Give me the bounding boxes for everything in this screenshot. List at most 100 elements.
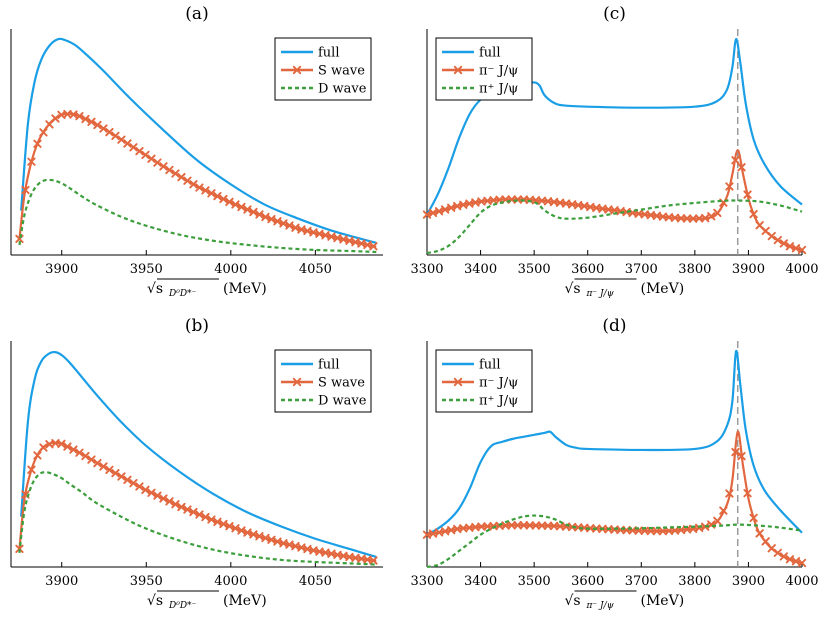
series-line-secondary bbox=[18, 178, 377, 254]
x-tick-label: 3800 bbox=[678, 574, 711, 589]
series-marker bbox=[267, 535, 276, 544]
series-marker bbox=[507, 521, 516, 530]
series-marker bbox=[755, 529, 764, 538]
legend-label: D wave bbox=[318, 82, 367, 97]
series-marker bbox=[797, 558, 807, 568]
series-marker bbox=[243, 205, 252, 214]
series-marker bbox=[99, 462, 108, 471]
legend: full π⁻ J/ψ π⁺ J/ψ bbox=[435, 37, 533, 101]
legend-swatch-marker bbox=[292, 65, 302, 75]
legend: full π⁻ J/ψ π⁺ J/ψ bbox=[435, 349, 533, 413]
series-marker bbox=[713, 208, 722, 218]
series-line-primary bbox=[426, 430, 803, 565]
x-axis-label: √s D⁰D*⁻ (MeV) bbox=[147, 278, 267, 299]
series-line-full bbox=[20, 350, 377, 558]
series-marker bbox=[785, 242, 795, 251]
series-marker bbox=[737, 163, 746, 172]
series-marker bbox=[568, 522, 577, 532]
series-marker bbox=[489, 521, 498, 531]
series-marker bbox=[767, 231, 776, 241]
series-marker bbox=[159, 494, 168, 503]
series-marker bbox=[785, 555, 795, 564]
legend-swatch-marker bbox=[292, 377, 302, 387]
series-marker bbox=[111, 469, 120, 478]
series-marker bbox=[21, 185, 30, 195]
series-marker bbox=[39, 443, 48, 452]
panel-a: (a) 3900 3950 4000 4050 √s D⁰D*⁻ (MeV) full S wav… bbox=[10, 4, 383, 299]
series-marker bbox=[773, 548, 782, 557]
series-marker bbox=[725, 182, 734, 191]
series-marker bbox=[707, 212, 716, 221]
series-marker bbox=[27, 465, 36, 474]
series-marker bbox=[135, 146, 144, 156]
x-tick-label: 3700 bbox=[625, 574, 658, 589]
series-marker bbox=[135, 482, 144, 491]
legend-label: π⁻ J/ψ bbox=[479, 64, 518, 79]
x-axis-label-main: √s bbox=[147, 281, 163, 297]
series-marker bbox=[171, 169, 180, 178]
series-marker bbox=[773, 235, 782, 245]
series-line-full bbox=[426, 37, 803, 216]
series-marker bbox=[183, 176, 192, 185]
series-marker bbox=[207, 189, 216, 198]
series-marker bbox=[243, 528, 252, 537]
series-marker bbox=[165, 497, 174, 506]
series-marker bbox=[440, 205, 450, 214]
series-marker bbox=[586, 524, 595, 533]
panel-d: (d) 3300 3400 3500 3600 3700 3800 3900 4000 √s π⁻ … bbox=[410, 316, 818, 611]
series-marker bbox=[255, 532, 264, 541]
series-marker bbox=[213, 192, 222, 201]
x-axis-label-subscript: D⁰D*⁻ bbox=[168, 601, 197, 611]
series-marker bbox=[279, 219, 288, 228]
series-marker bbox=[141, 150, 150, 160]
series-marker bbox=[201, 512, 210, 522]
series-marker bbox=[719, 506, 728, 515]
series-marker bbox=[195, 183, 204, 192]
series-marker bbox=[105, 465, 114, 474]
legend-label: π⁻ J/ψ bbox=[479, 376, 518, 391]
series-marker bbox=[177, 502, 186, 512]
series-marker bbox=[767, 544, 776, 553]
panel-b: (b) 3900 3950 4000 4050 √s D⁰D*⁻ (MeV) full S wav… bbox=[10, 316, 383, 611]
legend-label: full bbox=[318, 46, 340, 61]
series-marker bbox=[688, 214, 698, 223]
series-marker bbox=[195, 510, 204, 519]
series-marker bbox=[237, 526, 246, 535]
x-tick-label: 4000 bbox=[785, 262, 818, 277]
series-marker bbox=[147, 154, 156, 163]
series-marker bbox=[664, 526, 674, 535]
series-marker bbox=[261, 533, 270, 543]
series-marker bbox=[731, 156, 740, 165]
series-marker bbox=[797, 245, 807, 255]
series-marker bbox=[147, 488, 156, 497]
series-marker bbox=[81, 114, 90, 124]
x-axis-label: √s π⁻ J/ψ (MeV) bbox=[565, 278, 684, 299]
series-marker bbox=[117, 135, 126, 144]
series-marker bbox=[177, 172, 186, 182]
series-marker bbox=[27, 157, 36, 166]
series-marker bbox=[261, 212, 270, 222]
series-marker bbox=[33, 139, 42, 148]
series-marker bbox=[111, 131, 120, 140]
legend-label: full bbox=[479, 46, 501, 61]
x-tick-label: 3800 bbox=[678, 262, 711, 277]
series-marker bbox=[285, 221, 294, 230]
series-marker bbox=[369, 556, 378, 565]
series-marker bbox=[682, 214, 692, 223]
series-marker bbox=[743, 190, 752, 199]
x-axis-label: √s π⁻ J/ψ (MeV) bbox=[565, 590, 684, 611]
legend-label: S wave bbox=[318, 64, 365, 79]
series-line-primary bbox=[18, 441, 377, 563]
series-marker bbox=[183, 505, 192, 514]
x-tick-label: 3950 bbox=[130, 574, 163, 589]
x-axis-label-main: √s bbox=[565, 281, 581, 297]
series-marker bbox=[189, 180, 198, 189]
series-marker bbox=[225, 522, 234, 531]
series-marker bbox=[219, 519, 228, 529]
series-marker bbox=[231, 200, 240, 209]
series-marker bbox=[117, 472, 126, 481]
x-axis-label-subscript: π⁻ J/ψ bbox=[586, 289, 615, 299]
series-marker bbox=[537, 521, 547, 530]
panel-title: (a) bbox=[185, 4, 208, 24]
